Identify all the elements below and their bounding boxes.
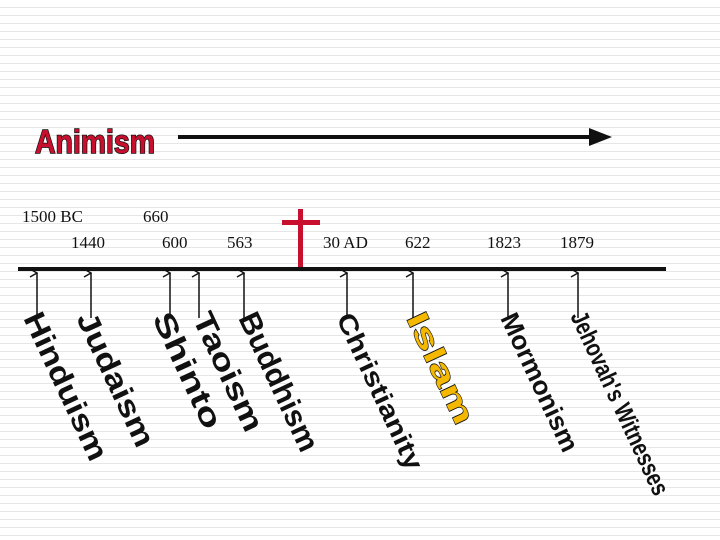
date-563: 563 [227, 233, 253, 252]
date-1879: 1879 [560, 233, 594, 252]
animism-arrowhead [589, 128, 612, 146]
date-1440: 1440 [71, 233, 105, 252]
cross-icon [282, 209, 320, 269]
date-1823: 1823 [487, 233, 521, 252]
date-600: 600 [162, 233, 188, 252]
label-islam: Islam [400, 307, 481, 430]
date-660: 660 [143, 207, 169, 226]
date-30ad: 30 AD [323, 233, 368, 252]
date-622: 622 [405, 233, 431, 252]
label-jehovahs-witnesses: Jehovah's Witnesses [565, 307, 675, 500]
date-1500bc: 1500 BC [22, 207, 83, 226]
diagram-title: Animism [35, 123, 155, 160]
